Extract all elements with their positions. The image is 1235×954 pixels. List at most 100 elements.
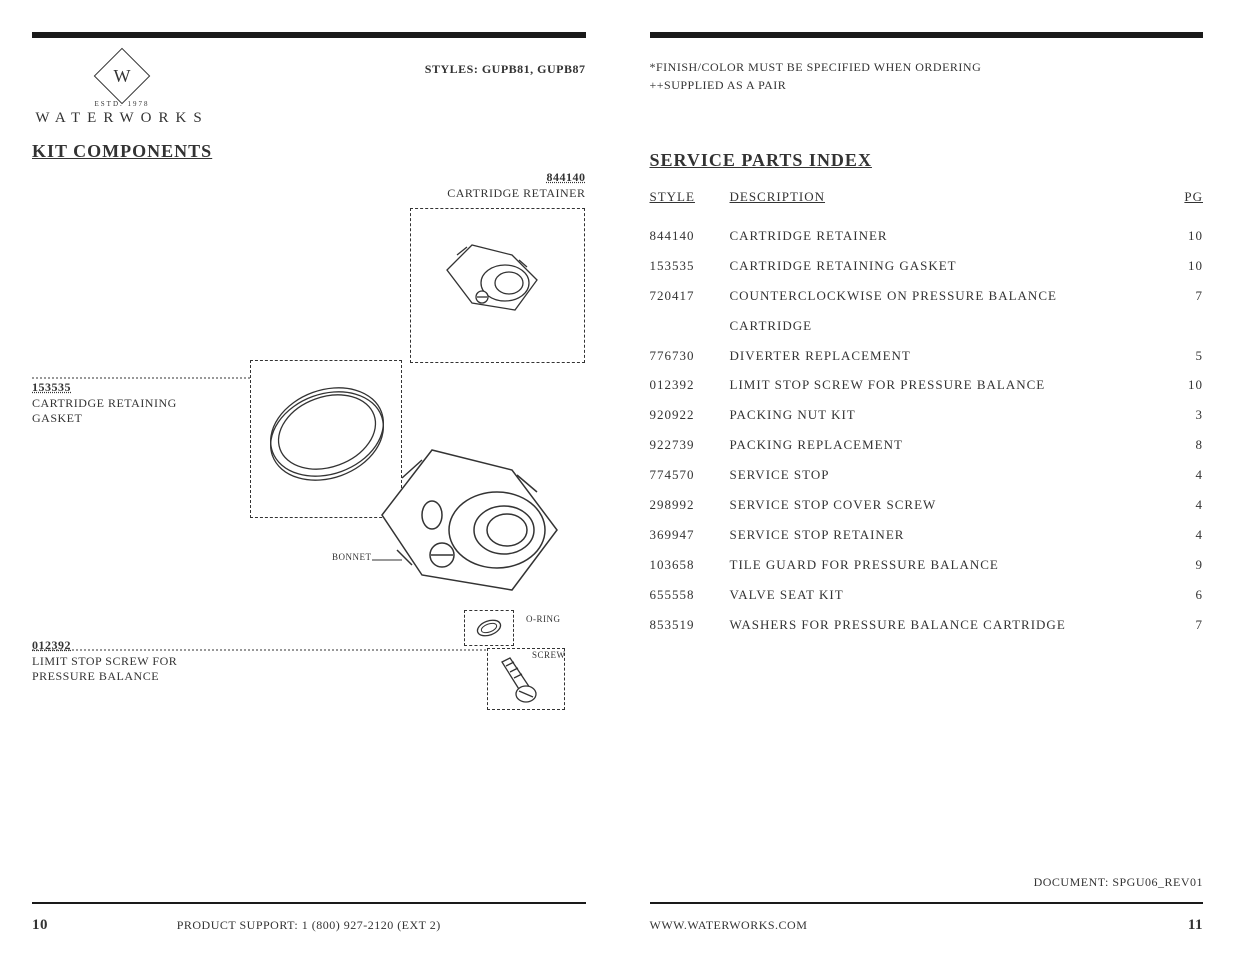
retainer-small-svg xyxy=(437,225,557,335)
document-id: DOCUMENT: SPGU06_REV01 xyxy=(1034,875,1203,890)
footer-support: PRODUCT SUPPORT: 1 (800) 927-2120 (EXT 2… xyxy=(32,918,586,933)
cell-style: 920922 xyxy=(650,400,730,430)
cell-desc: DIVERTER REPLACEMENT xyxy=(730,341,1164,371)
cell-style xyxy=(650,311,730,341)
callout-cartridge-retainer: 844140 CARTRIDGE RETAINER xyxy=(447,170,585,201)
cell-pg: 3 xyxy=(1163,400,1203,430)
table-row: 774570SERVICE STOP4 xyxy=(650,460,1204,490)
service-parts-title: SERVICE PARTS INDEX xyxy=(650,150,1204,171)
table-row: 776730DIVERTER REPLACEMENT5 xyxy=(650,341,1204,371)
leader-bonnet xyxy=(372,558,402,568)
header-pg: PG xyxy=(1163,189,1203,205)
cell-style: 103658 xyxy=(650,550,730,580)
cell-pg: 8 xyxy=(1163,430,1203,460)
cell-pg: 6 xyxy=(1163,580,1203,610)
part-desc: GASKET xyxy=(32,411,82,425)
logo-mark: W xyxy=(94,48,151,105)
part-desc: CARTRIDGE RETAINER xyxy=(447,186,585,200)
exploded-diagram: 844140 CARTRIDGE RETAINER 153535 CARTRID… xyxy=(32,170,586,730)
screw-svg xyxy=(492,654,542,709)
cell-pg: 5 xyxy=(1163,341,1203,371)
bottom-rule xyxy=(650,902,1204,904)
oring-svg xyxy=(474,616,504,640)
header-style: STYLE xyxy=(650,189,730,205)
cell-desc: CARTRIDGE xyxy=(730,311,1164,341)
brand-logo: W ESTD. 1978 WATERWORKS xyxy=(32,56,212,127)
cell-style: 012392 xyxy=(650,370,730,400)
leader-limit-stop xyxy=(32,646,487,656)
cell-pg: 7 xyxy=(1163,281,1203,311)
cell-desc: PACKING REPLACEMENT xyxy=(730,430,1164,460)
note-pair: ++SUPPLIED AS A PAIR xyxy=(650,76,1204,94)
cell-style: 720417 xyxy=(650,281,730,311)
cell-style: 298992 xyxy=(650,490,730,520)
leader-gasket xyxy=(32,360,252,380)
table-row: 153535CARTRIDGE RETAINING GASKET10 xyxy=(650,251,1204,281)
cell-style: 853519 xyxy=(650,610,730,640)
cell-style: 774570 xyxy=(650,460,730,490)
cell-style: 153535 xyxy=(650,251,730,281)
page-left: STYLES: GUPB81, GUPB87 W ESTD. 1978 WATE… xyxy=(0,0,618,954)
header-desc: DESCRIPTION xyxy=(730,189,1164,205)
cell-pg: 10 xyxy=(1163,370,1203,400)
table-header: STYLE DESCRIPTION PG xyxy=(650,189,1204,205)
cell-desc: SERVICE STOP RETAINER xyxy=(730,520,1164,550)
cell-desc: WASHERS FOR PRESSURE BALANCE CARTRIDGE xyxy=(730,610,1164,640)
table-row: 012392LIMIT STOP SCREW FOR PRESSURE BALA… xyxy=(650,370,1204,400)
table-row: 720417COUNTERCLOCKWISE ON PRESSURE BALAN… xyxy=(650,281,1204,311)
cell-pg: 10 xyxy=(1163,251,1203,281)
cell-style: 655558 xyxy=(650,580,730,610)
styles-line: STYLES: GUPB81, GUPB87 xyxy=(425,62,586,77)
page-right: *FINISH/COLOR MUST BE SPECIFIED WHEN ORD… xyxy=(618,0,1235,954)
note-finish: *FINISH/COLOR MUST BE SPECIFIED WHEN ORD… xyxy=(650,58,1204,76)
parts-index-table: STYLE DESCRIPTION PG 844140CARTRIDGE RET… xyxy=(650,189,1204,639)
cell-desc: SERVICE STOP xyxy=(730,460,1164,490)
cell-pg: 4 xyxy=(1163,490,1203,520)
cell-desc: CARTRIDGE RETAINING GASKET xyxy=(730,251,1164,281)
table-row: 298992SERVICE STOP COVER SCREW4 xyxy=(650,490,1204,520)
table-row: 853519WASHERS FOR PRESSURE BALANCE CARTR… xyxy=(650,610,1204,640)
cell-style: 776730 xyxy=(650,341,730,371)
part-number: 844140 xyxy=(547,170,586,184)
cell-desc: LIMIT STOP SCREW FOR PRESSURE BALANCE xyxy=(730,370,1164,400)
table-row: 655558VALVE SEAT KIT6 xyxy=(650,580,1204,610)
cell-style: 369947 xyxy=(650,520,730,550)
top-rule xyxy=(650,32,1204,38)
cell-style: 844140 xyxy=(650,221,730,251)
top-rule xyxy=(32,32,586,38)
cell-pg: 4 xyxy=(1163,460,1203,490)
part-desc: CARTRIDGE RETAINING xyxy=(32,396,177,410)
footer-url: WWW.WATERWORKS.COM xyxy=(650,918,808,933)
table-row: 922739PACKING REPLACEMENT8 xyxy=(650,430,1204,460)
cell-pg: 9 xyxy=(1163,550,1203,580)
footer-right-page: WWW.WATERWORKS.COM 11 xyxy=(650,917,1204,934)
logo-name: WATERWORKS xyxy=(32,110,212,127)
cell-desc: PACKING NUT KIT xyxy=(730,400,1164,430)
table-row: 103658TILE GUARD FOR PRESSURE BALANCE9 xyxy=(650,550,1204,580)
table-body: 844140CARTRIDGE RETAINER10153535CARTRIDG… xyxy=(650,221,1204,639)
order-notes: *FINISH/COLOR MUST BE SPECIFIED WHEN ORD… xyxy=(650,58,1204,94)
label-oring: O-RING xyxy=(526,614,561,624)
part-number: 153535 xyxy=(32,380,71,394)
footer-left-page: 10 PRODUCT SUPPORT: 1 (800) 927-2120 (EX… xyxy=(32,917,586,934)
cell-desc: CARTRIDGE RETAINER xyxy=(730,221,1164,251)
callout-gasket: 153535 CARTRIDGE RETAINING GASKET xyxy=(32,380,177,427)
kit-components-title: KIT COMPONENTS xyxy=(32,141,586,162)
cell-pg: 7 xyxy=(1163,610,1203,640)
part-desc: PRESSURE BALANCE xyxy=(32,669,159,683)
table-row: 844140CARTRIDGE RETAINER10 xyxy=(650,221,1204,251)
cell-pg: 10 xyxy=(1163,221,1203,251)
page-number: 11 xyxy=(1188,917,1203,934)
cell-pg xyxy=(1163,311,1203,341)
table-row: CARTRIDGE xyxy=(650,311,1204,341)
page-number: 10 xyxy=(32,917,48,934)
cell-desc: VALVE SEAT KIT xyxy=(730,580,1164,610)
table-row: 369947SERVICE STOP RETAINER4 xyxy=(650,520,1204,550)
cell-desc: COUNTERCLOCKWISE ON PRESSURE BALANCE xyxy=(730,281,1164,311)
cell-pg: 4 xyxy=(1163,520,1203,550)
bonnet-svg xyxy=(362,420,572,620)
cell-desc: TILE GUARD FOR PRESSURE BALANCE xyxy=(730,550,1164,580)
cell-style: 922739 xyxy=(650,430,730,460)
table-row: 920922PACKING NUT KIT3 xyxy=(650,400,1204,430)
cell-desc: SERVICE STOP COVER SCREW xyxy=(730,490,1164,520)
